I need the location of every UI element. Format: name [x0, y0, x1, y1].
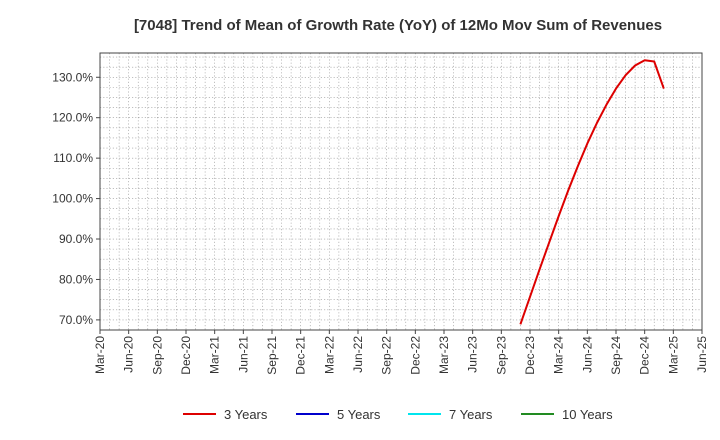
x-tick-label: Dec-20 [179, 336, 193, 375]
x-tick-label: Mar-24 [552, 336, 566, 374]
x-tick-label: Sep-22 [380, 336, 394, 375]
x-tick-label: Dec-24 [638, 336, 652, 375]
x-tick-label: Jun-21 [236, 336, 250, 373]
x-tick-label: Dec-21 [294, 336, 308, 375]
x-tick-label: Jun-24 [580, 336, 594, 373]
y-tick-label: 90.0% [59, 232, 93, 246]
x-tick-label: Dec-22 [408, 336, 422, 375]
y-tick-label: 100.0% [52, 192, 93, 206]
legend: 3 Years 5 Years 7 Years 10 Years [183, 407, 613, 422]
legend-label: 10 Years [562, 407, 613, 422]
legend-label: 7 Years [449, 407, 493, 422]
chart-title: [7048] Trend of Mean of Growth Rate (YoY… [134, 17, 662, 34]
x-tick-label: Mar-21 [208, 336, 222, 374]
legend-label: 3 Years [224, 407, 268, 422]
y-axis: 70.0% 80.0% 90.0% 100.0% 110.0% 120.0% 130.0% [52, 70, 100, 327]
y-tick-label: 80.0% [59, 272, 93, 286]
x-tick-label: Sep-23 [494, 336, 508, 375]
plot-area-frame [99, 52, 703, 331]
series-lines [519, 59, 665, 325]
y-tick-label: 110.0% [53, 151, 93, 165]
x-tick-label: Jun-22 [351, 336, 365, 373]
y-tick-label: 130.0% [52, 70, 93, 84]
series-line-3-years [519, 59, 665, 325]
x-tick-label: Dec-23 [523, 336, 537, 375]
y-tick-label: 70.0% [59, 313, 93, 327]
x-tick-label: Sep-21 [265, 336, 279, 375]
x-tick-label: Jun-25 [695, 336, 709, 373]
legend-label: 5 Years [337, 407, 381, 422]
x-tick-label: Sep-24 [609, 336, 623, 375]
x-tick-label: Mar-23 [437, 336, 451, 374]
x-axis: Mar-20 Jun-20 Sep-20 Dec-20 Mar-21 Jun-21 Sep-… [93, 330, 709, 375]
x-tick-label: Mar-20 [93, 336, 107, 374]
x-tick-label: Jun-20 [122, 336, 136, 373]
x-tick-label: Sep-20 [150, 336, 164, 375]
grid [100, 53, 702, 330]
x-tick-label: Jun-23 [466, 336, 480, 373]
x-tick-label: Mar-22 [322, 336, 336, 374]
y-tick-label: 120.0% [52, 111, 93, 125]
x-tick-label: Mar-25 [666, 336, 680, 374]
